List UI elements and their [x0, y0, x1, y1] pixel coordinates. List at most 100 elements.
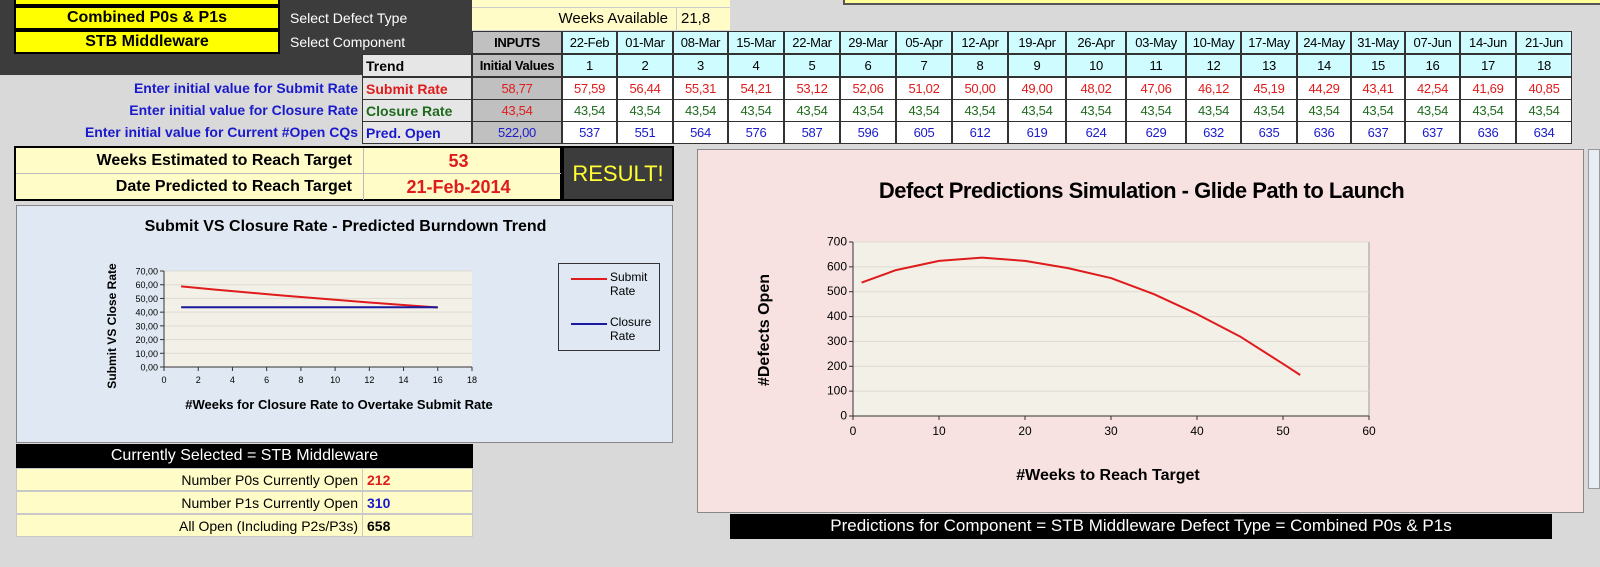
forecast-cell: 634 [1516, 121, 1572, 144]
top-banner-partial [843, 0, 1600, 5]
forecast-cell: 624 [1066, 121, 1126, 144]
burndown-x-axis-label: #Weeks for Closure Rate to Overtake Subm… [185, 397, 493, 412]
svg-text:16: 16 [433, 375, 443, 385]
svg-text:60,00: 60,00 [135, 280, 158, 290]
forecast-cell: 53,12 [784, 77, 840, 100]
info-row-label: Number P1s Currently Open [181, 495, 358, 511]
component-label: Select Component [290, 34, 406, 50]
forecast-cell: 43,54 [1008, 99, 1066, 122]
forecast-cell: 576 [728, 121, 784, 144]
svg-text:8: 8 [298, 375, 303, 385]
svg-text:18: 18 [467, 375, 477, 385]
forecast-cell: 551 [617, 121, 673, 144]
result-badge: RESULT! [562, 146, 674, 201]
top-selector-partial[interactable] [14, 0, 280, 6]
week-number: 10 [1066, 54, 1126, 77]
info-row-value: 658 [362, 515, 473, 536]
date-header: 22-Feb [562, 31, 617, 54]
forecast-cell: 43,54 [896, 99, 952, 122]
legend-closure-label: Closure Rate [610, 315, 652, 343]
burndown-chart-title: Submit VS Closure Rate - Predicted Burnd… [144, 218, 547, 235]
forecast-cell: 635 [1241, 121, 1297, 144]
info-row-label: All Open (Including P2s/P3s) [179, 518, 358, 534]
initial-value-input[interactable]: 522,00 [472, 121, 562, 144]
info-row-value: 212 [362, 469, 473, 490]
adjacent-panel-edge [1588, 149, 1600, 489]
forecast-cell: 45,19 [1241, 77, 1297, 100]
weeks-estimated-label: Weeks Estimated to Reach Target [96, 152, 353, 169]
date-header: 24-May [1297, 31, 1351, 54]
forecast-cell: 40,85 [1516, 77, 1572, 100]
svg-text:0,00: 0,00 [140, 363, 158, 373]
svg-text:40: 40 [1190, 424, 1204, 438]
trend-label: Pred. Open [362, 121, 472, 144]
forecast-cell: 629 [1126, 121, 1186, 144]
svg-text:0: 0 [850, 424, 857, 438]
forecast-cell: 43,54 [1241, 99, 1297, 122]
forecast-cell: 43,54 [952, 99, 1008, 122]
svg-text:20,00: 20,00 [135, 335, 158, 345]
forecast-cell: 56,44 [617, 77, 673, 100]
forecast-cell: 587 [784, 121, 840, 144]
forecast-cell: 41,69 [1460, 77, 1516, 100]
trend-header: Trend [362, 54, 472, 77]
forecast-cell: 44,29 [1297, 77, 1351, 100]
forecast-cell: 43,54 [728, 99, 784, 122]
info-row-value: 310 [362, 492, 473, 513]
initial-value-input[interactable]: 43,54 [472, 99, 562, 122]
svg-text:20: 20 [1018, 424, 1032, 438]
predictions-footer-banner: Predictions for Component = STB Middlewa… [730, 514, 1552, 539]
week-number: 6 [840, 54, 896, 77]
date-header: 03-May [1126, 31, 1186, 54]
row-prompt-label: Enter initial value for Current #Open CQ… [84, 124, 358, 140]
svg-text:400: 400 [827, 309, 847, 323]
svg-text:10: 10 [932, 424, 946, 438]
svg-text:12: 12 [364, 375, 374, 385]
row-prompt-label: Enter initial value for Closure Rate [129, 102, 358, 118]
top-info-row-partial [472, 0, 730, 8]
svg-text:70,00: 70,00 [135, 267, 158, 277]
svg-text:6: 6 [264, 375, 269, 385]
row-prompt-label: Enter initial value for Submit Rate [133, 80, 358, 96]
info-row: All Open (Including P2s/P3s) 658 [16, 514, 473, 537]
legend-closure-swatch [571, 323, 607, 325]
currently-selected-header: Currently Selected = STB Middleware [16, 444, 473, 468]
forecast-cell: 637 [1351, 121, 1405, 144]
week-number: 15 [1351, 54, 1405, 77]
forecast-cell: 43,54 [1516, 99, 1572, 122]
weeks-estimated-value: 53 [363, 148, 553, 174]
svg-text:0: 0 [161, 375, 166, 385]
svg-text:50: 50 [1276, 424, 1290, 438]
burndown-y-axis-label: Submit VS Close Rate [105, 263, 119, 389]
week-number: 2 [617, 54, 673, 77]
forecast-cell: 57,59 [562, 77, 617, 100]
date-header: 01-Mar [617, 31, 673, 54]
glide-path-chart-title: Defect Predictions Simulation - Glide Pa… [878, 178, 1405, 203]
forecast-cell: 55,31 [673, 77, 728, 100]
forecast-cell: 43,54 [673, 99, 728, 122]
svg-text:500: 500 [827, 284, 847, 298]
forecast-cell: 43,54 [1066, 99, 1126, 122]
defect-type-dropdown[interactable]: Combined P0s & P1s [14, 6, 280, 30]
weeks-available-value: 21,8 [676, 8, 710, 30]
forecast-cell: 43,54 [1297, 99, 1351, 122]
legend-submit-swatch [571, 278, 607, 280]
forecast-cell: 43,54 [562, 99, 617, 122]
result-panel: Weeks Estimated to Reach Target 53 Date … [14, 146, 562, 201]
forecast-cell: 537 [562, 121, 617, 144]
date-header: 21-Jun [1516, 31, 1572, 54]
week-number: 1 [562, 54, 617, 77]
initial-value-input[interactable]: 58,77 [472, 77, 562, 100]
forecast-cell: 637 [1405, 121, 1460, 144]
forecast-cell: 612 [952, 121, 1008, 144]
component-dropdown[interactable]: STB Middleware [14, 30, 280, 54]
svg-text:4: 4 [230, 375, 235, 385]
week-number: 5 [784, 54, 840, 77]
burndown-chart-plot: 0,00 10,00 20,00 30,00 40,00 50,00 60,00 70,00 0… [135, 267, 477, 386]
date-header: 31-May [1351, 31, 1405, 54]
svg-text:30,00: 30,00 [135, 321, 158, 331]
forecast-cell: 636 [1460, 121, 1516, 144]
legend-submit-label: Submit Rate [610, 270, 648, 298]
forecast-cell: 43,54 [617, 99, 673, 122]
initial-values-header: Initial Values [472, 54, 562, 77]
